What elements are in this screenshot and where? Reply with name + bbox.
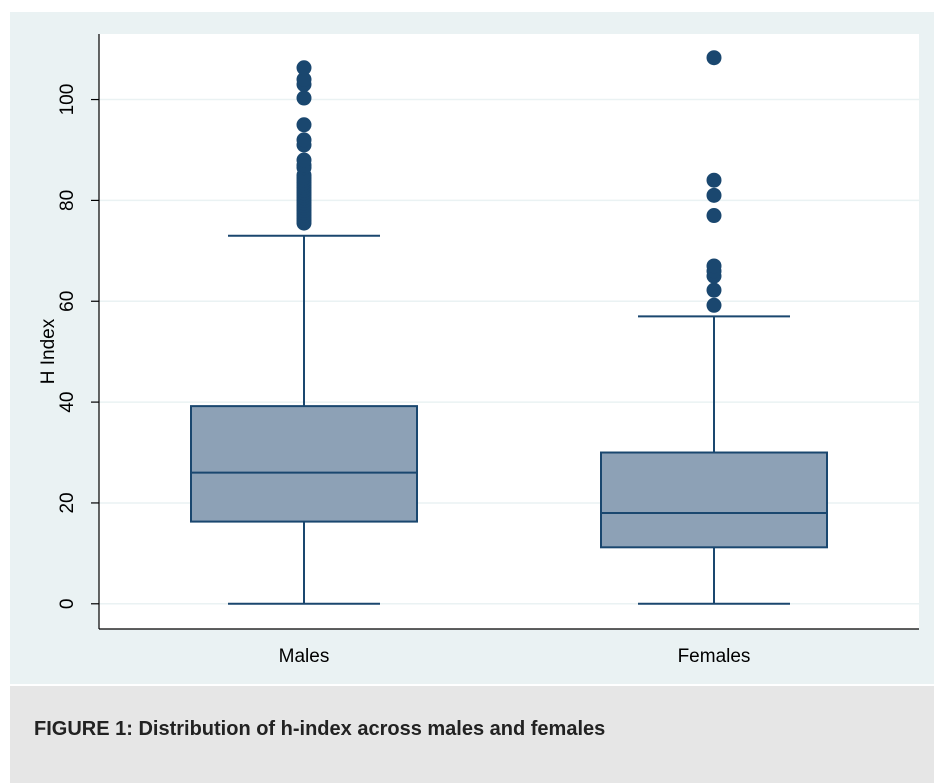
y-tick-label: 20 [57,492,78,513]
x-category-label: Males [279,646,330,667]
outlier-point [296,90,312,106]
outlier-point [706,187,722,203]
outlier-point [706,258,722,274]
chart-container: 0 20 40 60 80 100 H Index Males Females [10,12,934,684]
caption-box: FIGURE 1: Distribution of h-index across… [10,686,934,783]
y-tick-label: 60 [57,291,78,312]
outlier-point [706,282,722,298]
y-tick-label: 80 [57,190,78,211]
outlier-point [706,50,722,66]
box-iqr [600,451,828,549]
outlier-point [296,132,312,148]
outlier-point [296,71,312,87]
outlier-point [296,152,312,168]
box-plot-chart: 0 20 40 60 80 100 H Index Males Females [38,34,919,667]
y-axis-label: H Index [38,318,59,384]
outlier-point [296,60,312,76]
figure-caption: FIGURE 1: Distribution of h-index across… [34,718,606,740]
outlier-point [706,172,722,188]
x-category-label: Females [678,646,751,667]
outlier-point [296,117,312,133]
y-tick-label: 0 [57,598,78,609]
outlier-point [706,208,722,224]
figure: 0 20 40 60 80 100 H Index Males Females FIGURE 1… [10,12,934,783]
y-tick-label: 40 [57,392,78,413]
y-tick-label: 100 [57,84,78,116]
box-iqr [190,405,418,523]
outlier-point [706,297,722,313]
